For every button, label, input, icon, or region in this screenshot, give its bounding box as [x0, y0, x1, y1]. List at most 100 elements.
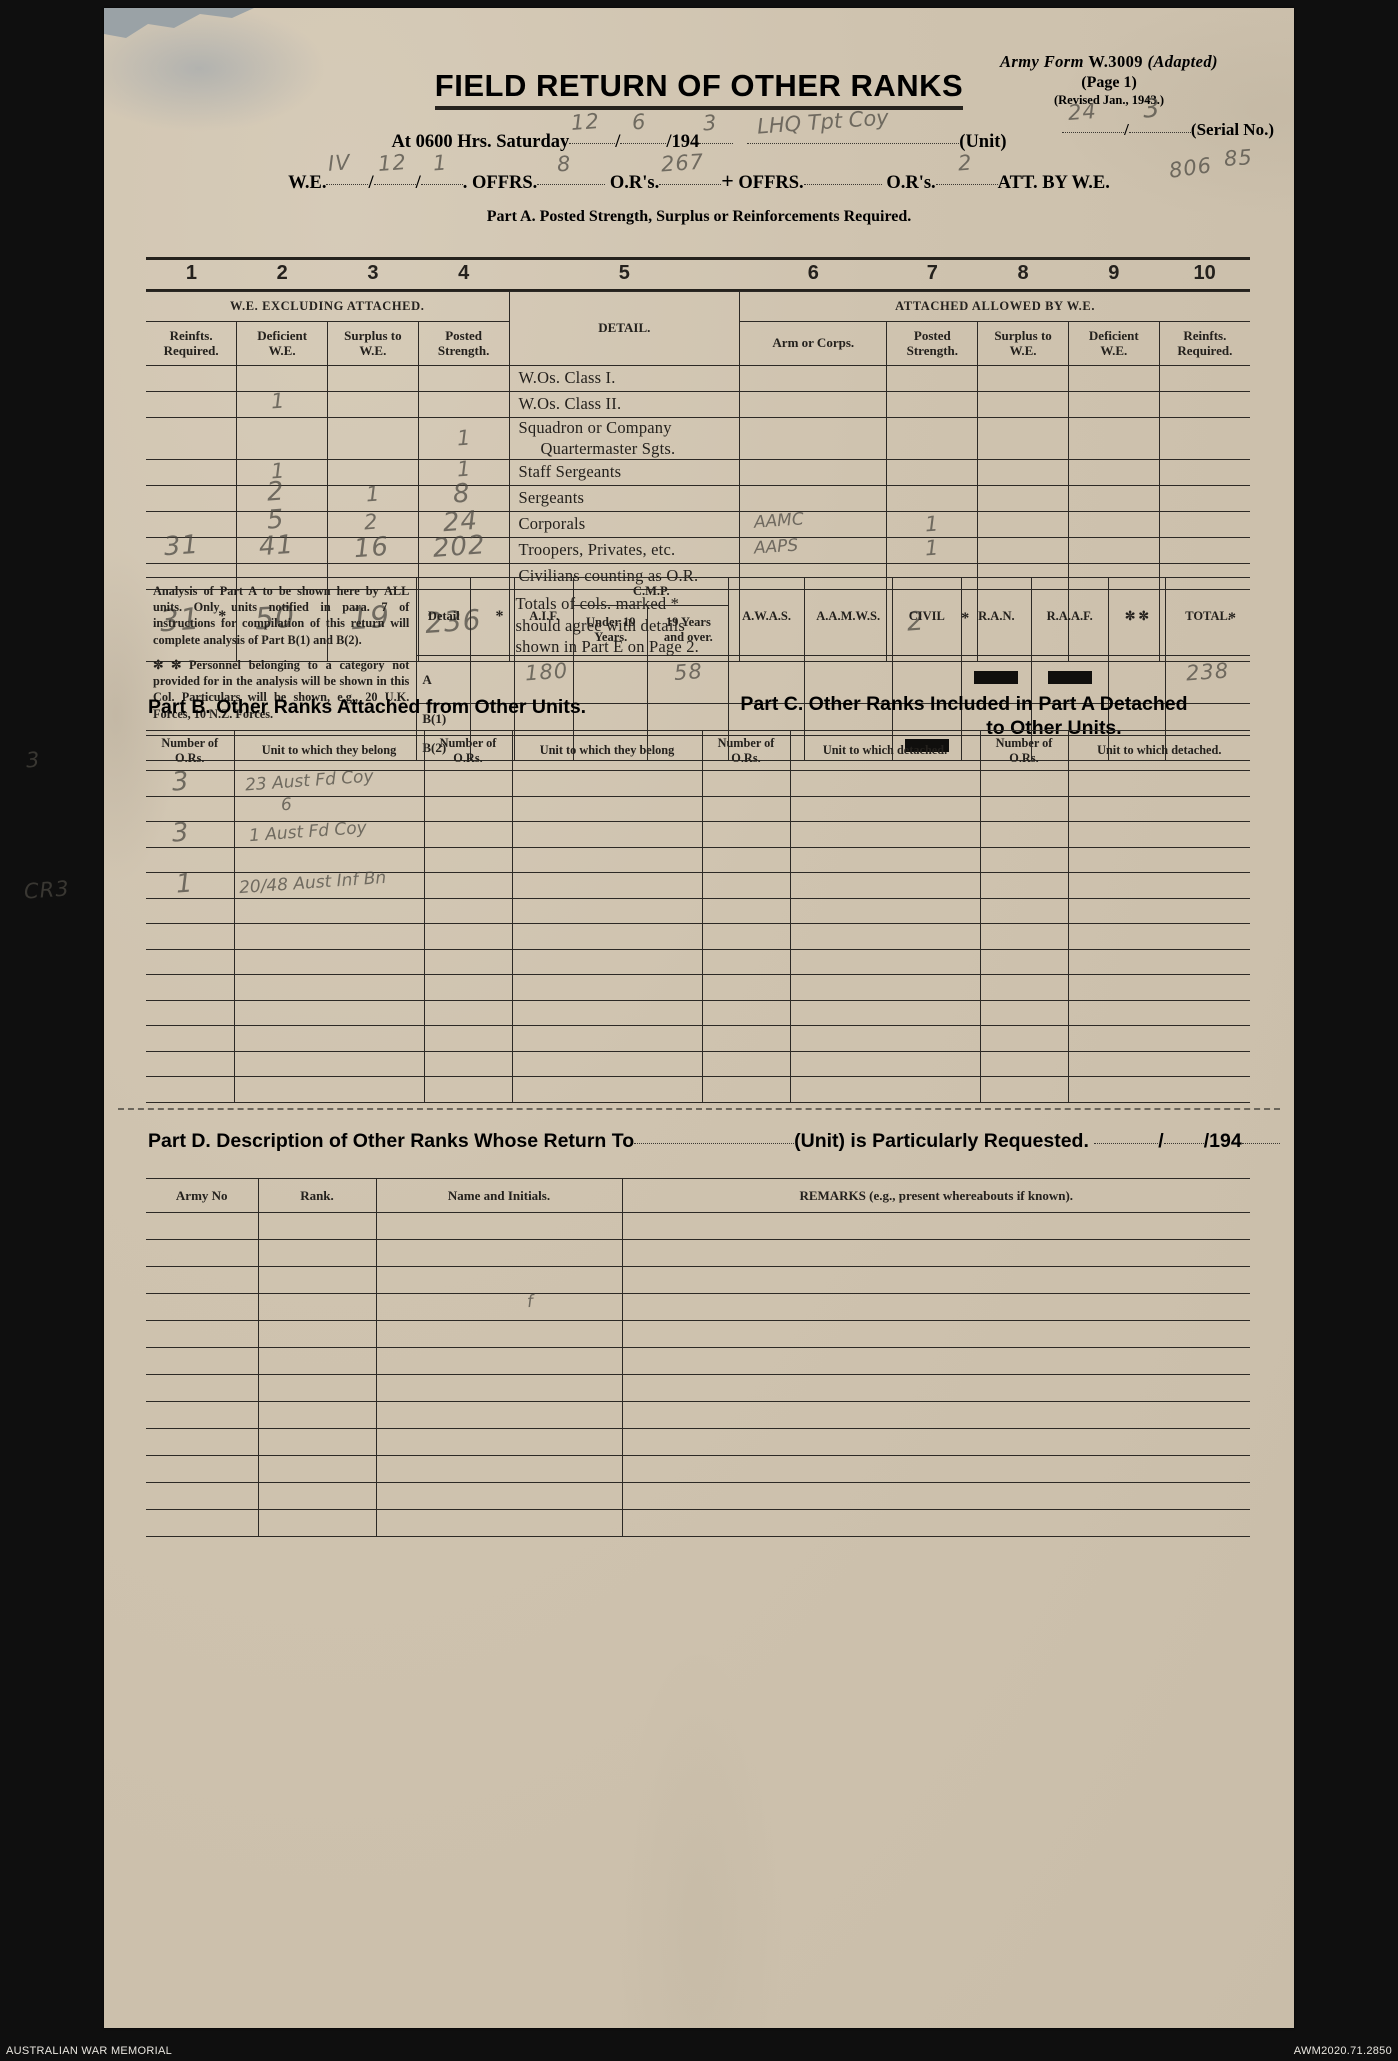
partd-rank[interactable]	[257, 1347, 377, 1375]
cell-attdeficient-qmsgts[interactable]	[1067, 416, 1160, 461]
bc-cell[interactable]	[233, 999, 425, 1026]
bc-cell[interactable]	[979, 1050, 1069, 1077]
bc-cell[interactable]	[701, 897, 791, 924]
cell-surplus-qmsgts[interactable]	[327, 416, 419, 461]
cell-attsurplus-corporals[interactable]	[977, 511, 1069, 539]
partd-army-no[interactable]	[146, 1374, 259, 1402]
cell-deficient-wos2[interactable]: 1	[236, 389, 328, 418]
partd-name[interactable]	[375, 1509, 623, 1537]
partb-num-5[interactable]: 1	[146, 868, 235, 900]
bc-cell[interactable]	[423, 897, 513, 924]
partd-army-no[interactable]	[146, 1482, 259, 1510]
partd-name[interactable]	[375, 1374, 623, 1402]
cell-deficient-troopers[interactable]: 41	[236, 530, 328, 565]
bc-cell[interactable]	[789, 948, 981, 975]
part-d-unit-field[interactable]	[634, 1143, 795, 1144]
bc-cell[interactable]	[1067, 974, 1250, 1001]
analysis-a-total[interactable]: 238	[1165, 655, 1250, 705]
bc-cell[interactable]	[701, 1050, 791, 1077]
bc-cell[interactable]	[233, 974, 425, 1001]
cell-attreinfts-sergeants[interactable]	[1158, 485, 1250, 513]
bc-cell[interactable]	[789, 923, 981, 950]
bc-cell[interactable]	[979, 923, 1069, 950]
partd-rank[interactable]	[257, 1293, 377, 1321]
analysis-a-blank[interactable]	[470, 655, 516, 705]
partc-unit-5b[interactable]	[1067, 872, 1250, 899]
bc-cell[interactable]	[979, 1076, 1069, 1103]
cell-attsurplus-wos2[interactable]	[977, 391, 1069, 418]
partd-rank[interactable]	[257, 1428, 377, 1456]
bc-cell[interactable]	[789, 1025, 981, 1052]
partc-num-3b[interactable]	[979, 821, 1069, 848]
bc-cell[interactable]	[511, 948, 703, 975]
partd-army-no[interactable]	[146, 1212, 259, 1240]
bc-cell[interactable]	[1067, 923, 1250, 950]
bc-cell[interactable]	[423, 974, 513, 1001]
cell-arm-corporals[interactable]: AAMC	[739, 510, 888, 539]
cell-reinfts-troopers[interactable]: 31	[146, 530, 238, 565]
part-d-day-field[interactable]	[1094, 1143, 1159, 1144]
analysis-a-aamws[interactable]	[803, 655, 893, 705]
cell-arm-staffsgts[interactable]	[739, 459, 888, 487]
cell-surplus-troopers[interactable]: 16	[327, 532, 419, 564]
cell-posted-staffsgts[interactable]: 1	[417, 457, 510, 487]
cell-arm-sergeants[interactable]	[739, 485, 888, 513]
bc-cell[interactable]	[233, 897, 425, 924]
partb-unit-5[interactable]: 20/48 Aust Inf Bn	[233, 868, 425, 899]
cell-attsurplus-staffsgts[interactable]	[977, 459, 1069, 487]
bc-cell[interactable]	[423, 923, 513, 950]
bc-cell[interactable]	[701, 948, 791, 975]
cell-reinfts-wos1[interactable]	[146, 365, 238, 392]
bc-cell[interactable]	[423, 948, 513, 975]
cell-attdeficient-troopers[interactable]	[1067, 537, 1160, 565]
cell-surplus-sergeants[interactable]: 1	[327, 482, 419, 513]
bc-cell[interactable]	[979, 948, 1069, 975]
bc-cell[interactable]	[146, 948, 235, 975]
partd-remarks[interactable]	[621, 1374, 1250, 1402]
bc-cell[interactable]	[233, 923, 425, 950]
cell-surplus-wos2[interactable]	[327, 391, 419, 418]
serial-number-field[interactable]: 24 / 3 (Serial No.)	[944, 93, 1274, 140]
partd-rank[interactable]	[257, 1239, 377, 1267]
cell-surplus-wos1[interactable]	[327, 365, 419, 392]
cell-attreinfts-staffsgts[interactable]	[1158, 459, 1250, 487]
partc-num-2[interactable]	[701, 795, 791, 822]
cell-reinfts-corporals[interactable]	[146, 511, 238, 539]
ors-field-1[interactable]	[659, 184, 722, 185]
partd-rank[interactable]	[257, 1212, 377, 1240]
bc-cell[interactable]	[146, 923, 235, 950]
partd-army-no[interactable]	[146, 1401, 259, 1429]
partd-rank[interactable]	[257, 1266, 377, 1294]
bc-cell[interactable]	[146, 1050, 235, 1077]
partd-rank[interactable]	[257, 1509, 377, 1537]
partb-unit-4[interactable]	[233, 846, 425, 873]
cell-attsurplus-sergeants[interactable]	[977, 485, 1069, 513]
partd-name[interactable]	[375, 1455, 623, 1483]
cell-posted-wos1[interactable]	[417, 365, 510, 392]
bc-cell[interactable]	[1067, 1076, 1250, 1103]
partd-remarks[interactable]	[621, 1428, 1250, 1456]
bc-cell[interactable]	[979, 897, 1069, 924]
partb-unit-1b[interactable]	[511, 770, 703, 797]
partd-army-no[interactable]	[146, 1347, 259, 1375]
day-field[interactable]	[569, 143, 616, 144]
partc-num-4b[interactable]	[979, 846, 1069, 873]
cell-deficient-sergeants[interactable]: 2	[236, 477, 328, 513]
partd-army-no[interactable]	[146, 1455, 259, 1483]
partb-num-1b[interactable]	[423, 770, 513, 797]
partc-unit-2b[interactable]	[1067, 795, 1250, 822]
cell-arm-qmsgts[interactable]	[739, 416, 888, 461]
partd-name[interactable]	[375, 1266, 623, 1294]
partc-num-2b[interactable]	[979, 795, 1069, 822]
bc-cell[interactable]	[979, 974, 1069, 1001]
we-field-2[interactable]	[373, 184, 416, 185]
partd-remarks[interactable]	[621, 1401, 1250, 1429]
cell-reinfts-staffsgts[interactable]	[146, 459, 238, 487]
partb-unit-3[interactable]: 1 Aust Fd Coy	[233, 818, 425, 848]
year-field[interactable]	[699, 143, 734, 144]
partd-remarks[interactable]	[621, 1239, 1250, 1267]
partd-name[interactable]	[375, 1212, 623, 1240]
analysis-a-other[interactable]	[1107, 655, 1167, 705]
cell-attreinfts-wos2[interactable]	[1158, 391, 1250, 418]
part-d-year-field[interactable]	[1241, 1143, 1280, 1144]
